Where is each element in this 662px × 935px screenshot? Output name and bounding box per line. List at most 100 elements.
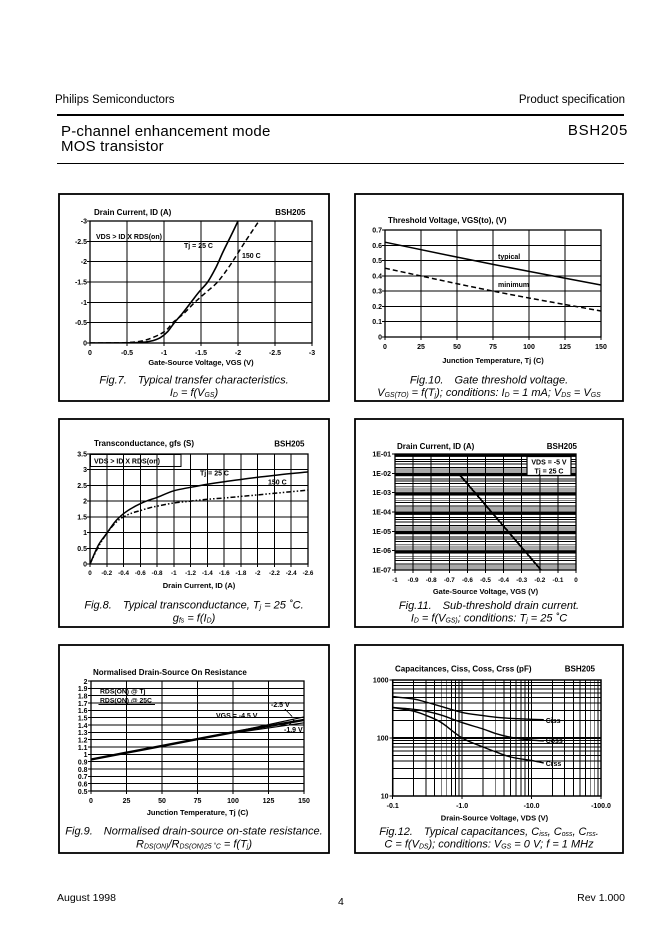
svg-text:1.5: 1.5: [78, 715, 88, 722]
svg-text:1.4: 1.4: [78, 723, 88, 730]
svg-text:-0.7: -0.7: [444, 577, 455, 584]
svg-text:-1.8: -1.8: [235, 570, 246, 577]
svg-text:-0.5: -0.5: [121, 350, 133, 357]
svg-text:0.5: 0.5: [372, 258, 382, 265]
svg-text:0: 0: [383, 344, 387, 351]
svg-text:Drain-Source Voltage, VDS (V): Drain-Source Voltage, VDS (V): [441, 814, 549, 823]
svg-text:75: 75: [194, 798, 202, 805]
svg-text:-0.9: -0.9: [408, 577, 419, 584]
svg-text:0.4: 0.4: [372, 273, 382, 280]
svg-text:-0.3: -0.3: [516, 577, 527, 584]
svg-text:C = f(VDS); conditions: VGS =: C = f(VDS); conditions: VGS = 0 V; f = 1…: [384, 839, 594, 851]
svg-text:-3: -3: [81, 219, 87, 226]
svg-text:2: 2: [83, 499, 87, 506]
svg-text:Normalised Drain-Source On Res: Normalised Drain-Source On Resistance: [93, 668, 247, 677]
svg-text:1: 1: [83, 530, 87, 537]
svg-text:2: 2: [84, 679, 88, 686]
svg-text:Gate-Source Voltage, VGS (V): Gate-Source Voltage, VGS (V): [148, 358, 254, 367]
svg-text:3: 3: [83, 467, 87, 474]
svg-text:0.2: 0.2: [372, 304, 382, 311]
svg-text:1000: 1000: [373, 678, 389, 685]
svg-text:-1: -1: [161, 350, 167, 357]
svg-text:0.5: 0.5: [77, 546, 87, 553]
svg-text:-0.4: -0.4: [118, 570, 129, 577]
svg-text:VGS = -4.5 V: VGS = -4.5 V: [216, 713, 258, 720]
svg-text:1.2: 1.2: [78, 737, 88, 744]
svg-text:Drain Current, ID (A): Drain Current, ID (A): [94, 208, 172, 217]
svg-text:Fig.8. Typical transconductanc: Fig.8. Typical transconductance, Tj = 25…: [84, 600, 303, 612]
svg-text:-2.5: -2.5: [75, 239, 87, 246]
svg-text:ID = f(VGS); conditions: Tj =: ID = f(VGS); conditions: Tj = 25 ˚C: [411, 613, 567, 625]
svg-text:125: 125: [559, 344, 571, 351]
svg-text:Junction Temperature, Tj (C): Junction Temperature, Tj (C): [442, 356, 544, 365]
svg-text:-3: -3: [309, 350, 315, 357]
svg-text:50: 50: [453, 344, 461, 351]
svg-text:RDS(ON) @ 25C: RDS(ON) @ 25C: [100, 698, 152, 705]
svg-text:Threshold Voltage, VGS(to), (V: Threshold Voltage, VGS(to), (V): [388, 216, 507, 225]
svg-text:0: 0: [83, 341, 87, 348]
svg-text:-2.2: -2.2: [269, 570, 280, 577]
svg-text:Tj = 25 C: Tj = 25 C: [535, 469, 564, 476]
svg-text:-0.4: -0.4: [498, 577, 509, 584]
svg-text:0: 0: [88, 350, 92, 357]
svg-text:125: 125: [263, 798, 275, 805]
svg-text:0.9: 0.9: [78, 759, 88, 766]
svg-text:-0.5: -0.5: [75, 320, 87, 327]
svg-text:VDS = -5 V: VDS = -5 V: [531, 460, 567, 467]
svg-text:Fig.9. Normalised drain-source: Fig.9. Normalised drain-source on-state …: [65, 826, 322, 838]
svg-text:-100.0: -100.0: [591, 803, 611, 810]
svg-text:BSH205: BSH205: [275, 208, 306, 217]
svg-text:typical: typical: [498, 254, 520, 261]
svg-text:100: 100: [377, 736, 389, 743]
svg-text:Gate-Source Voltage, VGS (V): Gate-Source Voltage, VGS (V): [433, 587, 539, 596]
svg-text:-2.4: -2.4: [286, 570, 297, 577]
svg-text:VDS > ID X RDS(on): VDS > ID X RDS(on): [96, 234, 162, 241]
svg-text:Fig.7. Typical transfer charac: Fig.7. Typical transfer characteristics.: [99, 375, 288, 387]
svg-text:1.6: 1.6: [78, 708, 88, 715]
svg-text:Drain Current, ID (A): Drain Current, ID (A): [397, 442, 475, 451]
svg-text:-0.2: -0.2: [534, 577, 545, 584]
svg-text:100: 100: [523, 344, 535, 351]
svg-text:-1.5: -1.5: [75, 280, 87, 287]
svg-text:1: 1: [84, 752, 88, 759]
svg-text:-1.2: -1.2: [185, 570, 196, 577]
svg-text:25: 25: [123, 798, 131, 805]
svg-text:150: 150: [298, 798, 310, 805]
svg-text:Tj = 25 C: Tj = 25 C: [200, 471, 229, 478]
svg-text:-0.6: -0.6: [462, 577, 473, 584]
svg-text:-0.1: -0.1: [387, 803, 399, 810]
svg-text:-1.4: -1.4: [202, 570, 213, 577]
svg-text:-0.8: -0.8: [426, 577, 437, 584]
svg-text:50: 50: [158, 798, 166, 805]
svg-text:1.5: 1.5: [77, 514, 87, 521]
svg-text:-2: -2: [235, 350, 241, 357]
svg-text:1E-06: 1E-06: [372, 548, 391, 555]
svg-text:0: 0: [574, 577, 578, 584]
svg-text:-0.6: -0.6: [135, 570, 146, 577]
svg-text:-0.2: -0.2: [101, 570, 112, 577]
svg-text:Coss: Coss: [546, 738, 563, 745]
svg-text:0.5: 0.5: [78, 789, 88, 796]
svg-text:0.1: 0.1: [372, 319, 382, 326]
svg-text:1E-03: 1E-03: [372, 490, 391, 497]
svg-text:-2: -2: [255, 570, 261, 577]
svg-text:Transconductance, gfs (S): Transconductance, gfs (S): [94, 439, 194, 448]
svg-text:0: 0: [83, 562, 87, 569]
svg-text:-2: -2: [81, 259, 87, 266]
svg-text:-2.5 V: -2.5 V: [271, 702, 290, 709]
svg-text:Ciss: Ciss: [546, 718, 561, 725]
svg-text:-1: -1: [171, 570, 177, 577]
svg-text:BSH205: BSH205: [547, 442, 578, 451]
svg-text:0: 0: [89, 798, 93, 805]
svg-text:Crss: Crss: [546, 761, 562, 768]
svg-text:-0.8: -0.8: [152, 570, 163, 577]
svg-text:RDS(ON) @ Tj: RDS(ON) @ Tj: [100, 689, 146, 696]
svg-text:100: 100: [227, 798, 239, 805]
svg-text:150 C: 150 C: [268, 480, 287, 487]
svg-text:1.9: 1.9: [78, 686, 88, 693]
svg-text:2.5: 2.5: [77, 483, 87, 490]
svg-text:minimum: minimum: [498, 282, 529, 289]
svg-text:-2.6: -2.6: [303, 570, 314, 577]
svg-text:BSH205: BSH205: [565, 665, 596, 674]
svg-text:-2.5: -2.5: [269, 350, 281, 357]
